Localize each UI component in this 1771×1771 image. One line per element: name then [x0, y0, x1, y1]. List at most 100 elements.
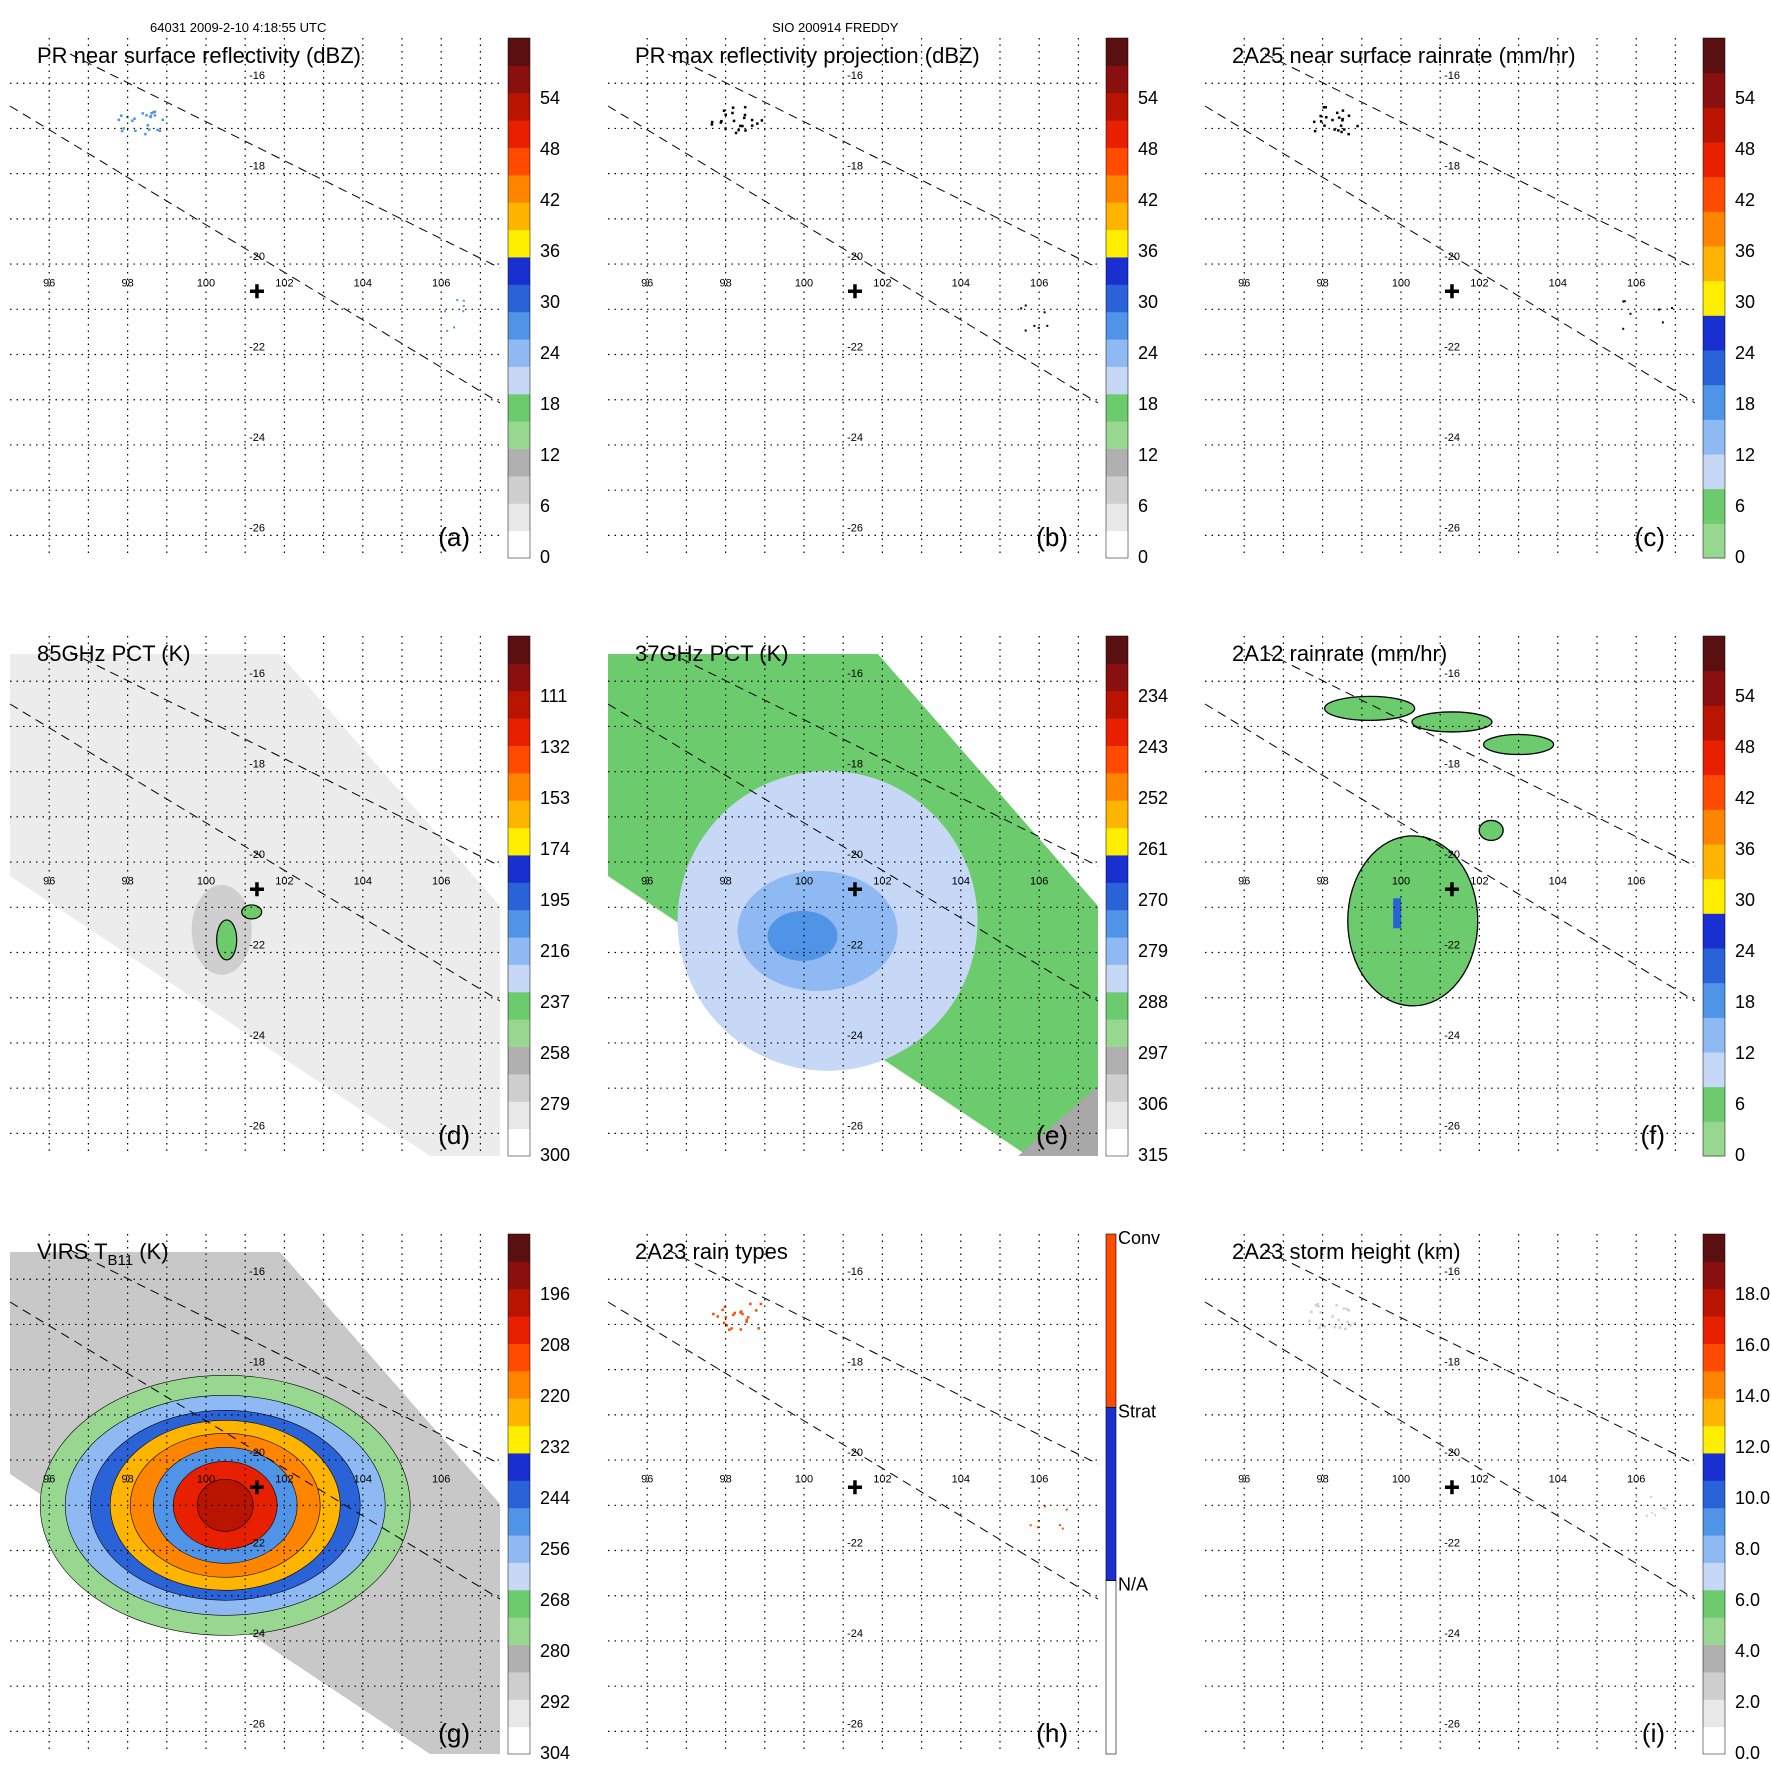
- lat-tick-label: -20: [1444, 849, 1460, 861]
- colorbar-tick-label: 297: [1138, 1043, 1168, 1063]
- panel-letter-label: (h): [1036, 1718, 1068, 1748]
- rain-area: [1347, 835, 1479, 1007]
- swath-edge-line: [1204, 1301, 1696, 1600]
- storm-center-cross: [847, 1480, 862, 1495]
- echo-pixel: [1333, 128, 1336, 131]
- colorbar-tick-label: 270: [1138, 890, 1168, 910]
- echo-pixel: [152, 111, 155, 114]
- panel-d: 96 98 100 102 104 106 -16 -18 -20 -22 -24 -26 85GHz …: [9, 635, 570, 1165]
- echo-pixel: [1654, 1514, 1657, 1517]
- swath-edge-line: [607, 105, 1099, 404]
- echo-pixel: [745, 1320, 748, 1323]
- lat-tick-label: -16: [847, 1266, 863, 1278]
- lon-tick-label: 96: [43, 1474, 55, 1486]
- colorbar-tick-label: 0: [1138, 547, 1148, 567]
- colorbar-frame: [1702, 635, 1726, 1157]
- lon-tick-label: 102: [873, 876, 891, 888]
- echo-pixel: [1044, 1505, 1047, 1508]
- echo-pixel: [1310, 1310, 1313, 1314]
- colorbar-label: Conv: [1118, 1228, 1160, 1248]
- lat-tick-label: -22: [249, 1538, 265, 1550]
- lat-tick-label: -20: [249, 849, 265, 861]
- echo-pixel: [1058, 1524, 1061, 1527]
- colorbar-segment: [1703, 1343, 1725, 1372]
- colorbar-segment: [1106, 65, 1128, 94]
- panel-letter-label: (i): [1642, 1718, 1665, 1748]
- colorbar-segment: [508, 1617, 530, 1646]
- colorbar-segment: [1106, 1128, 1128, 1157]
- echo-pixel: [1662, 1507, 1665, 1510]
- echo-pixel: [721, 1308, 724, 1312]
- lon-tick-label: 104: [354, 278, 372, 290]
- colorbar-segment: [508, 772, 530, 801]
- lat-tick-label: -22: [1444, 342, 1460, 354]
- colorbar-tick-label: 48: [1138, 139, 1158, 159]
- echo-pixel: [1308, 1319, 1311, 1323]
- lat-tick-label: -24: [249, 432, 265, 444]
- lat-tick-label: -26: [847, 522, 863, 534]
- lon-tick-label: 102: [275, 1474, 293, 1486]
- colorbar-segment: [1703, 1425, 1725, 1454]
- lon-tick-label: 104: [952, 278, 970, 290]
- colorbar-segment: [1703, 636, 1725, 672]
- colorbar-segment: [1106, 120, 1128, 148]
- echo-pixel: [741, 124, 744, 128]
- colorbar-segment: [508, 120, 530, 148]
- colorbar-tick-label: 315: [1138, 1145, 1168, 1165]
- colorbar-segment: [1106, 718, 1128, 746]
- echo-pixel: [1670, 307, 1673, 310]
- colorbar-segment: [508, 1671, 530, 1700]
- echo-pixel: [1664, 1507, 1667, 1510]
- storm-center-cross: [1444, 1480, 1459, 1495]
- colorbar-tick-label: 292: [540, 1692, 570, 1712]
- storm-center-cross: [847, 284, 862, 299]
- lon-tick-label: 104: [952, 876, 970, 888]
- colorbar-tick-label: 12: [1735, 445, 1755, 465]
- echo-pixel: [146, 124, 150, 127]
- colorbar-tick-label: 30: [1735, 890, 1755, 910]
- lat-tick-label: -16: [249, 668, 265, 680]
- swath-edge-line: [69, 1249, 501, 1465]
- panel-letter-label: (a): [438, 522, 470, 552]
- echo-pixel: [730, 1327, 733, 1330]
- colorbar-segment: [508, 92, 530, 121]
- colorbar-tick-label: 196: [540, 1284, 570, 1304]
- echo-pixel: [760, 119, 764, 122]
- lon-tick-label: 100: [1392, 876, 1410, 888]
- panel-c: 96 98 100 102 104 106 -16 -18 -20 -22 -24 -26 2A25 n…: [1204, 37, 1755, 567]
- colorbar-segment: [1703, 1452, 1725, 1481]
- colorbar-tick-label: 261: [1138, 839, 1168, 859]
- echo-pixel: [1046, 324, 1049, 327]
- echo-pixel: [1020, 307, 1023, 310]
- colorbar-tick-label: 0.0: [1735, 1743, 1760, 1763]
- pct85-green-cell: [216, 919, 238, 961]
- echo-pixel: [731, 111, 734, 115]
- colorbar-tick-label: 54: [1735, 686, 1755, 706]
- lon-tick-label: 102: [275, 278, 293, 290]
- colorbar-segment: [508, 800, 530, 829]
- echo-pixel: [1347, 114, 1351, 118]
- swath-edge-line: [69, 53, 501, 269]
- lat-tick-label: -18: [847, 1357, 863, 1369]
- colorbar-tick-label: 252: [1138, 788, 1168, 808]
- echo-pixel: [720, 119, 723, 123]
- lat-tick-label: -22: [847, 1538, 863, 1550]
- lat-tick-label: -24: [1444, 432, 1460, 444]
- echo-pixel: [1645, 1514, 1648, 1517]
- echo-pixel: [1337, 116, 1341, 119]
- lon-tick-label: 96: [641, 1474, 653, 1486]
- lon-tick-label: 98: [121, 1474, 133, 1486]
- colorbar-tick-label: 36: [1735, 839, 1755, 859]
- colorbar-tick-label: 18: [1138, 394, 1158, 414]
- echo-pixel: [1314, 1304, 1318, 1307]
- lat-tick-label: -24: [249, 1030, 265, 1042]
- colorbar-label: Strat: [1118, 1401, 1156, 1421]
- echo-pixel: [750, 124, 754, 127]
- echo-pixel: [1340, 130, 1343, 134]
- echo-pixel: [1335, 111, 1339, 115]
- swath-edge-line: [1204, 105, 1696, 404]
- colorbar-segment: [1703, 384, 1725, 420]
- colorbar-tick-label: 12.0: [1735, 1437, 1770, 1457]
- lon-tick-label: 106: [1030, 876, 1048, 888]
- echo-pixel: [725, 1324, 728, 1327]
